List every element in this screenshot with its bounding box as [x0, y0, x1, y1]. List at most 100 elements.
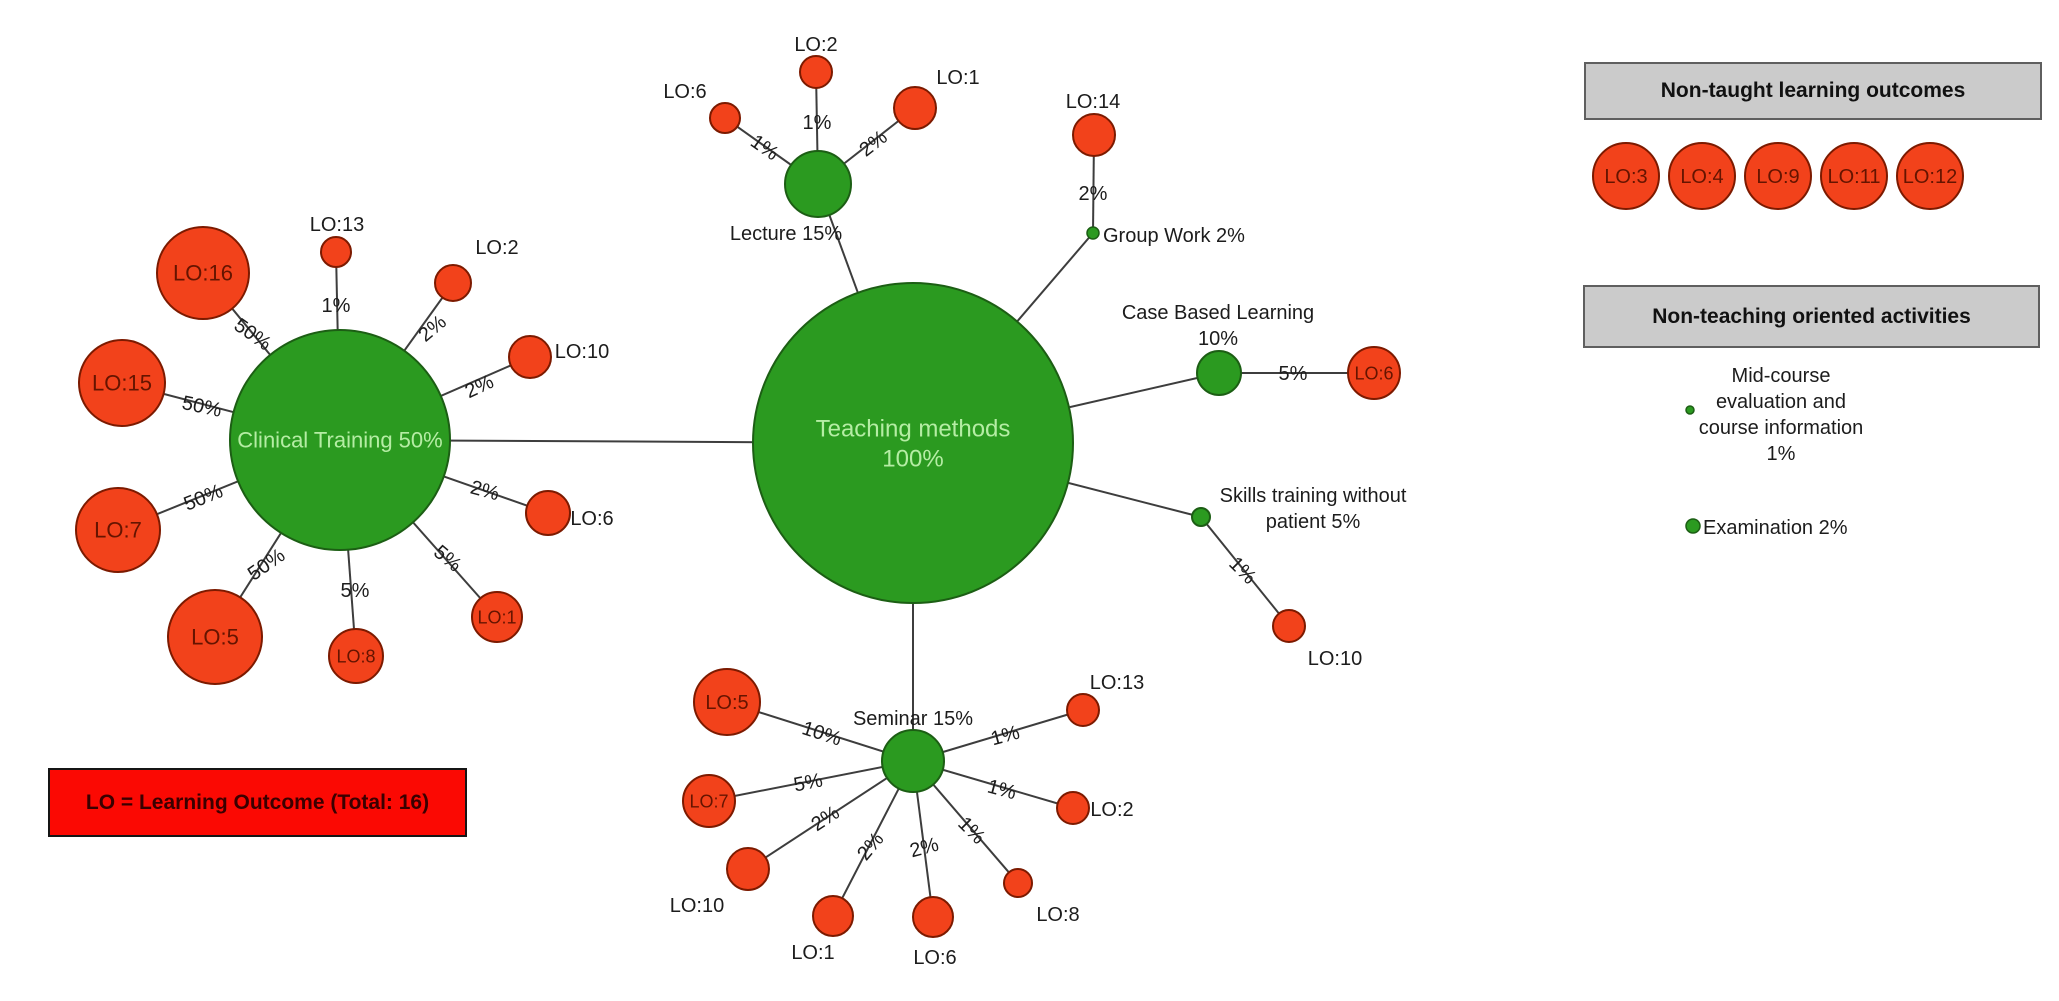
edge-label-seminar-sem_lo7: 5% [792, 769, 825, 796]
label-skills: Skills training without patient 5% [1220, 485, 1407, 533]
node-cl_lo6-outcome-circle [525, 490, 571, 536]
node-sem_lo5-outcome-circle [693, 668, 761, 736]
label-midcourse: Mid-course evaluation and course informati… [1699, 365, 1864, 465]
node-midcourse-circle [1685, 405, 1695, 415]
edge-label-clinical-cl_lo8: 5% [341, 580, 370, 602]
edge-label-clinical-cl_lo16: 50% [230, 314, 276, 355]
edge-label-seminar-sem_lo1: 2% [853, 828, 889, 864]
node-skills-circle [1191, 507, 1211, 527]
node-sem_lo6-outcome-circle [912, 896, 954, 938]
edge-label-clinical-cl_lo7: 50% [181, 480, 227, 515]
label-cl_lo8: LO:8 [336, 646, 375, 666]
label-cl_lo7: LO:7 [94, 518, 142, 543]
label-cl_lo13: LO:13 [310, 214, 364, 236]
edge-label-clinical-cl_lo13: 1% [322, 295, 351, 317]
node-nt_lo12-outcome-circle [1896, 142, 1964, 210]
node-nt_lo9-outcome-circle [1744, 142, 1812, 210]
node-nt_lo3-outcome-circle [1592, 142, 1660, 210]
label-lec_lo1: LO:1 [936, 67, 979, 89]
node-cl_lo13-outcome-circle [320, 236, 352, 268]
label-cbl_lo6: LO:6 [1354, 363, 1393, 383]
node-cl_lo15-outcome-circle [78, 339, 166, 427]
node-lecture-circle [784, 150, 852, 218]
label-nt_lo3: LO:3 [1604, 166, 1647, 188]
label-nt_lo4: LO:4 [1680, 166, 1723, 188]
edge-label-seminar-sem_lo10: 2% [807, 802, 843, 836]
edge-label-clinical-cl_lo6: 2% [468, 477, 502, 506]
edge-label-clinical-cl_lo2: 2% [415, 311, 451, 347]
node-sem_lo7-outcome-circle [682, 774, 736, 828]
lo-legend-label: LO = Learning Outcome (Total: 16) [85, 790, 430, 814]
non-teaching-activities-title: Non-teaching oriented activities [1652, 304, 1971, 328]
node-lec_lo2-outcome-circle [799, 55, 833, 89]
node-clinical-circle [229, 329, 451, 551]
node-sem_lo8-outcome-circle [1003, 868, 1033, 898]
edge-label-clinical-cl_lo10: 2% [462, 371, 498, 403]
edge-label-seminar-sem_lo2: 1% [985, 776, 1019, 805]
node-sem_lo13-outcome-circle [1066, 693, 1100, 727]
edge-label-clinical-cl_lo15: 50% [180, 392, 224, 422]
node-examination-circle [1685, 518, 1701, 534]
label-seminar: Seminar 15% [853, 708, 973, 730]
node-cl_lo5-outcome-circle [167, 589, 263, 685]
non-taught-outcomes-header: Non-taught learning outcomes [1584, 62, 2042, 120]
node-cl_lo10-outcome-circle [508, 335, 552, 379]
node-teaching-circle [752, 282, 1074, 604]
edge-label-lecture-lec_lo6: 1% [746, 131, 782, 166]
label-sk_lo10: LO:10 [1308, 648, 1362, 670]
label-cl_lo1: LO:1 [477, 607, 516, 627]
label-cl_lo2: LO:2 [475, 237, 518, 259]
label-groupwork: Group Work 2% [1103, 225, 1245, 247]
node-groupwork-circle [1086, 226, 1100, 240]
edge-label-lecture-lec_lo2: 1% [803, 112, 832, 134]
non-taught-outcomes-title: Non-taught learning outcomes [1660, 79, 1966, 102]
label-nt_lo11: LO:11 [1828, 166, 1881, 188]
label-cl_lo6: LO:6 [570, 508, 613, 530]
lo-legend-box: LO = Learning Outcome (Total: 16) [48, 768, 467, 837]
label-teaching: Teaching methods 100% [816, 415, 1011, 472]
edge-label-seminar-sem_lo6: 2% [907, 834, 941, 863]
node-cl_lo2-outcome-circle [434, 264, 472, 302]
label-sem_lo7: LO:7 [689, 791, 728, 811]
label-nt_lo9: LO:9 [1756, 166, 1799, 188]
label-clinical: Clinical Training 50% [237, 428, 442, 453]
label-lec_lo2: LO:2 [794, 34, 837, 56]
node-cl_lo8-outcome-circle [328, 628, 384, 684]
label-examination: Examination 2% [1703, 517, 1848, 539]
label-cl_lo15: LO:15 [92, 371, 152, 396]
edge-label-groupwork-gw_lo14: 2% [1079, 183, 1108, 205]
node-nt_lo4-outcome-circle [1668, 142, 1736, 210]
label-cl_lo5: LO:5 [191, 625, 239, 650]
edge-seminar-sem_lo10 [747, 760, 914, 870]
label-sem_lo10: LO:10 [670, 895, 724, 917]
label-cl_lo10: LO:10 [555, 341, 609, 363]
node-seminar-circle [881, 729, 945, 793]
label-gw_lo14: LO:14 [1066, 91, 1120, 113]
node-sem_lo10-outcome-circle [726, 847, 770, 891]
label-sem_lo5: LO:5 [705, 692, 748, 714]
node-cl_lo1-outcome-circle [471, 591, 523, 643]
node-gw_lo14-outcome-circle [1072, 113, 1116, 157]
label-cbl: Case Based Learning 10% [1122, 302, 1314, 350]
label-sem_lo1: LO:1 [791, 942, 834, 964]
label-sem_lo13: LO:13 [1090, 672, 1144, 694]
label-lecture: Lecture 15% [730, 223, 843, 245]
node-nt_lo11-outcome-circle [1820, 142, 1888, 210]
label-sem_lo6: LO:6 [913, 947, 956, 969]
edge-label-seminar-sem_lo5: 10% [799, 717, 844, 750]
edge-label-cbl-cbl_lo6: 5% [1279, 363, 1308, 385]
node-cl_lo7-outcome-circle [75, 487, 161, 573]
node-sem_lo2-outcome-circle [1056, 791, 1090, 825]
label-sem_lo8: LO:8 [1036, 904, 1079, 926]
node-lec_lo6-outcome-circle [709, 102, 741, 134]
label-lec_lo6: LO:6 [663, 81, 706, 103]
edge-skills-sk_lo10 [1200, 516, 1290, 627]
label-cl_lo16: LO:16 [173, 261, 233, 286]
node-sem_lo1-outcome-circle [812, 895, 854, 937]
node-cbl-circle [1196, 350, 1242, 396]
non-teaching-activities-header: Non-teaching oriented activities [1583, 285, 2040, 348]
edge-label-seminar-sem_lo13: 1% [988, 722, 1022, 751]
node-cl_lo16-outcome-circle [156, 226, 250, 320]
edge-seminar-sem_lo7 [708, 760, 914, 802]
label-nt_lo12: LO:12 [1903, 166, 1957, 188]
